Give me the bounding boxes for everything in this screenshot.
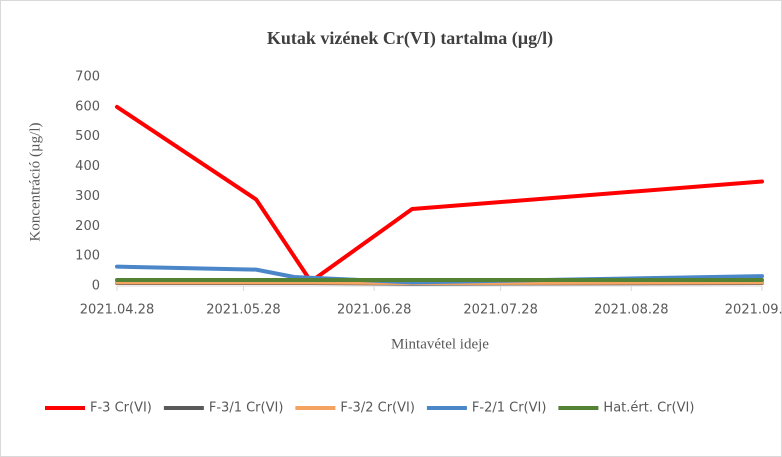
x-tick-label: 2021.05.28 [206,303,280,318]
y-tick-label: 700 [75,70,100,85]
x-axis-label: Mintavétel ideje [391,336,489,352]
y-tick-label: 500 [75,129,100,144]
chart-title: Kutak vizének Cr(VI) tartalma (µg/l) [267,28,553,49]
y-tick-label: 200 [75,219,100,234]
legend-label: F-3/2 Cr(VI) [340,401,415,416]
legend-label: F-3/1 Cr(VI) [209,401,284,416]
x-tick-label: 2021.04.28 [80,303,154,318]
legend-label: F-3 Cr(VI) [90,401,152,416]
y-tick-label: 600 [75,99,100,114]
x-tick-label: 2021.07.28 [463,303,537,318]
x-tick-label: 2021.06.28 [337,303,411,318]
x-tick-label: 2021.08.28 [594,303,668,318]
series-line [115,280,764,285]
legend-label: F-2/1 Cr(VI) [472,401,547,416]
y-tick-label: 100 [75,249,100,264]
y-tick-label: 400 [75,159,100,174]
legend: F-3 Cr(VI) F-3/1 Cr(VI) F-3/2 Cr(VI) F-2/1 … [45,401,694,416]
x-tick-label: 2021.09.28 [725,303,782,318]
y-axis-label: Koncentráció (µg/l) [27,122,43,241]
y-tick-label: 0 [92,279,100,294]
plot-area: 0 100 200 300 400 500 600 700 2021.04.28 2021.05.… [75,70,782,318]
y-tick-label: 300 [75,189,100,204]
legend-label: Hat.ért. Cr(VI) [603,401,694,416]
